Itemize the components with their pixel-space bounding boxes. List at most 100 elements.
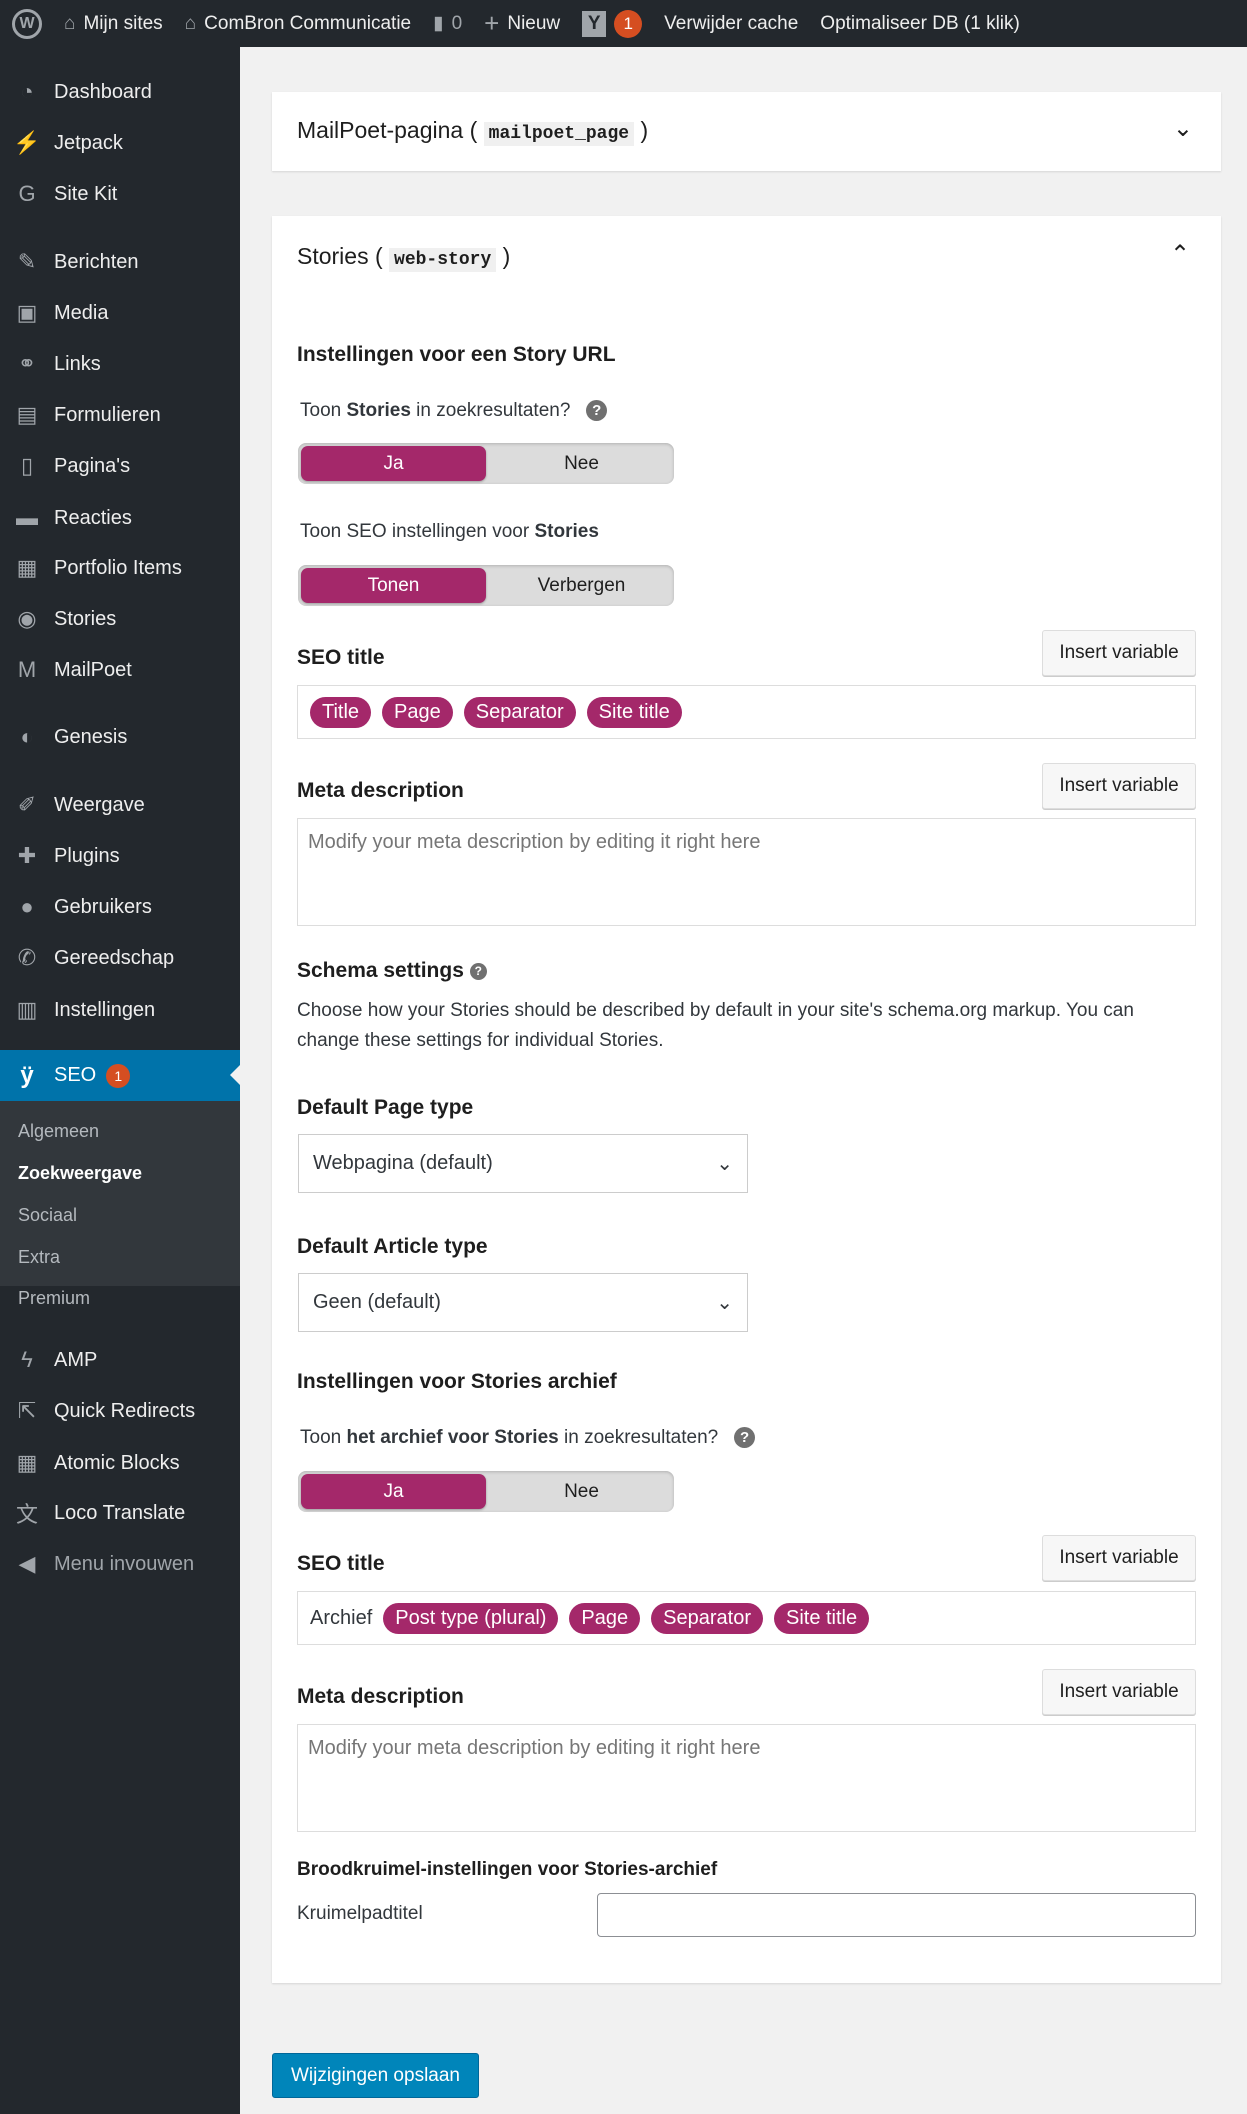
sidebar-item-label: Weergave: [54, 793, 145, 816]
toggle-no[interactable]: Nee: [564, 1480, 599, 1502]
sidebar-item-forms[interactable]: ▤ Formulieren: [0, 393, 240, 437]
page-type-select[interactable]: Webpagina (default) ⌄: [298, 1134, 748, 1193]
seo-title-input[interactable]: Title Page Separator Site title: [297, 685, 1196, 739]
toggle-yes[interactable]: Ja: [301, 1474, 486, 1509]
insert-variable-button[interactable]: Insert variable: [1042, 763, 1196, 809]
atomic-blocks-icon: ▦: [16, 1450, 38, 1475]
sidebar-item-label: Portfolio Items: [54, 556, 182, 579]
meta-description-input[interactable]: Modify your meta description by editing …: [297, 818, 1196, 926]
site-kit-icon: G: [18, 181, 36, 206]
admin-bar: W ⌂ Mijn sites ⌂ ComBron Communicatie ▮ 0 +…: [0, 0, 1247, 47]
current-arrow: [220, 1065, 240, 1085]
sidebar-item-comments[interactable]: ▬ Reacties: [0, 496, 240, 540]
new-content-menu[interactable]: + Nieuw: [484, 8, 560, 39]
show-seo-toggle: Tonen Verbergen: [298, 565, 674, 606]
toggle-no[interactable]: Nee: [564, 452, 599, 474]
variable-pill: Site title: [773, 1602, 870, 1634]
yoast-badge: 1: [614, 9, 643, 38]
sidebar-item-pages[interactable]: ▯ Pagina's: [0, 444, 240, 488]
submenu-item-zoekweergave[interactable]: Zoekweergave: [18, 1163, 143, 1183]
stories-icon: ◉: [17, 606, 37, 631]
sidebar-item-label: Reacties: [54, 506, 132, 529]
site-name-menu[interactable]: ⌂ ComBron Communicatie: [185, 13, 411, 35]
sidebar-item-stories[interactable]: ◉ Stories: [0, 597, 240, 641]
chevron-up-icon[interactable]: ⌃: [1170, 241, 1191, 268]
sidebar-item-plugins[interactable]: ✚ Plugins: [0, 834, 240, 878]
sidebar-item-tools[interactable]: ✆ Gereedschap: [0, 936, 240, 980]
toggle-hide[interactable]: Verbergen: [537, 574, 626, 596]
submenu-item-premium[interactable]: Premium: [18, 1288, 91, 1308]
sidebar-item-label: Atomic Blocks: [54, 1451, 180, 1474]
archive-seo-title-input[interactable]: Archief Post type (plural) Page Separato…: [297, 1591, 1196, 1645]
plus-icon: +: [484, 8, 500, 38]
optimize-db-button[interactable]: Optimaliseer DB (1 klik): [820, 12, 1020, 34]
breadcrumb-title-input[interactable]: [597, 1893, 1196, 1937]
sidebar-item-label: Jetpack: [54, 131, 123, 154]
sidebar-item-genesis[interactable]: ◐ Genesis: [0, 715, 240, 759]
sidebar-item-media[interactable]: ▣ Media: [0, 291, 240, 335]
show-in-search-label: Toon Stories in zoekresultaten? ?: [300, 400, 608, 422]
help-icon[interactable]: ?: [586, 400, 608, 422]
pages-icon: ▯: [20, 453, 34, 478]
sidebar-item-portfolio[interactable]: ▦ Portfolio Items: [0, 546, 240, 590]
archive-meta-description-input[interactable]: Modify your meta description by editing …: [297, 1724, 1196, 1832]
links-icon: ⚭: [17, 351, 37, 376]
insert-variable-button[interactable]: Insert variable: [1042, 630, 1196, 676]
collapse-menu-icon: ◀: [18, 1551, 36, 1576]
sidebar-item-loco-translate[interactable]: 文 Loco Translate: [0, 1491, 240, 1535]
sidebar-item-collapse-menu[interactable]: ◀ Menu invouwen: [0, 1542, 240, 1586]
mailpoet-panel: MailPoet-pagina ( mailpoet_page ) ⌄: [272, 92, 1221, 171]
sidebar-item-jetpack[interactable]: ⚡ Jetpack: [0, 121, 240, 165]
users-icon: ●: [20, 894, 34, 919]
chevron-down-icon[interactable]: ⌄: [1172, 115, 1193, 142]
sidebar-item-label: Pagina's: [54, 454, 131, 477]
article-type-label: Default Article type: [297, 1235, 488, 1258]
sidebar-item-label: Plugins: [54, 844, 120, 867]
sidebar-item-links[interactable]: ⚭ Links: [0, 342, 240, 386]
comment-icon: ▮: [433, 13, 444, 34]
variable-pill: Separator: [463, 696, 576, 728]
submenu-item-extra[interactable]: Extra: [18, 1247, 61, 1267]
insert-variable-button[interactable]: Insert variable: [1042, 1669, 1196, 1715]
help-icon[interactable]: ?: [734, 1427, 756, 1449]
sidebar-item-amp[interactable]: ϟ AMP: [0, 1338, 240, 1382]
variable-pill: Page: [569, 1602, 641, 1634]
comments-menu[interactable]: ▮ 0: [433, 12, 462, 35]
sidebar-item-label: Dashboard: [54, 80, 152, 103]
page-type-label: Default Page type: [297, 1096, 474, 1119]
my-sites-menu[interactable]: ⌂ Mijn sites: [64, 13, 163, 35]
sidebar-item-posts[interactable]: ✎ Berichten: [0, 240, 240, 284]
seo-menu-item[interactable]: ÿ SEO 1: [0, 1050, 240, 1101]
save-changes-button[interactable]: Wijzigingen opslaan: [272, 2053, 479, 2098]
sidebar-item-site-kit[interactable]: G Site Kit: [0, 172, 240, 216]
sidebar-item-dashboard[interactable]: ◔ Dashboard: [0, 70, 240, 114]
comments-count: 0: [451, 12, 463, 34]
sidebar-item-users[interactable]: ● Gebruikers: [0, 885, 240, 929]
sidebar-item-label: Site Kit: [54, 182, 118, 205]
submenu-item-sociaal[interactable]: Sociaal: [18, 1205, 78, 1225]
seo-title-label: SEO title: [297, 646, 385, 669]
toggle-yes[interactable]: Ja: [301, 446, 486, 481]
chevron-down-icon: ⌄: [716, 1153, 733, 1175]
sidebar-item-appearance[interactable]: ✐ Weergave: [0, 783, 240, 827]
submenu-item-algemeen[interactable]: Algemeen: [18, 1121, 100, 1141]
sidebar-item-label: AMP: [54, 1348, 98, 1371]
sidebar-item-quick-redirects[interactable]: ⇱ Quick Redirects: [0, 1389, 240, 1433]
toggle-show[interactable]: Tonen: [301, 568, 486, 603]
help-icon[interactable]: ?: [469, 962, 487, 980]
site-name-label: ComBron Communicatie: [204, 12, 412, 34]
settings-icon: ▥: [16, 997, 38, 1022]
mailpoet-panel-title[interactable]: MailPoet-pagina ( mailpoet_page ): [297, 117, 649, 146]
sidebar-item-settings[interactable]: ▥ Instellingen: [0, 988, 240, 1032]
insert-variable-button[interactable]: Insert variable: [1042, 1535, 1196, 1581]
appearance-icon: ✐: [17, 792, 37, 817]
article-type-select[interactable]: Geen (default) ⌄: [298, 1273, 748, 1332]
loco-translate-icon: 文: [15, 1502, 38, 1527]
tools-icon: ✆: [17, 945, 37, 970]
sidebar-item-atomic-blocks[interactable]: ▦ Atomic Blocks: [0, 1441, 240, 1485]
wordpress-logo[interactable]: W: [12, 8, 42, 39]
stories-panel-title[interactable]: Stories ( web-story ): [297, 243, 511, 272]
clear-cache-button[interactable]: Verwijder cache: [664, 12, 799, 34]
sidebar-item-mailpoet[interactable]: M MailPoet: [0, 648, 240, 692]
